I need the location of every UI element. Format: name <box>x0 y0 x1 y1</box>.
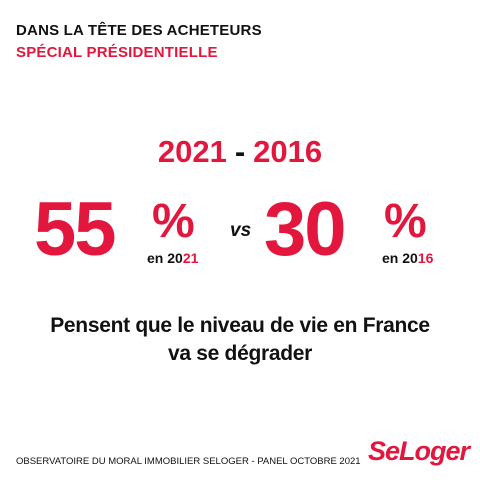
years-separator: - <box>234 134 246 169</box>
stat-2016-label-prefix: en 20 <box>382 250 418 266</box>
stat-2021-label-suffix: 21 <box>182 250 199 266</box>
statement: Pensent que le niveau de vie en France v… <box>0 312 480 368</box>
statement-line-1: Pensent que le niveau de vie en France <box>50 314 430 337</box>
source-footer: OBSERVATOIRE DU MORAL IMMOBILIER SELOGER… <box>16 456 361 467</box>
stat-2021-percent: % <box>152 195 195 248</box>
seloger-logo: SeLoger <box>368 436 470 466</box>
stat-2021-label-prefix: en 20 <box>147 250 183 266</box>
stat-2016-percent: % <box>384 195 427 248</box>
stat-2016-label: en 2016 <box>382 250 433 266</box>
versus-label: vs <box>230 220 252 241</box>
year-2016: 2016 <box>253 134 323 169</box>
stat-2021-value: 55 <box>34 187 117 272</box>
year-2021: 2021 <box>157 134 227 169</box>
stat-2021-label: en 2021 <box>147 250 198 266</box>
header-title: DANS LA TÊTE DES ACHETEURS <box>16 22 262 39</box>
years-heading: 2021-2016 <box>0 134 480 170</box>
header-subtitle: SPÉCIAL PRÉSIDENTIELLE <box>16 44 218 61</box>
stat-2016-label-suffix: 16 <box>417 250 434 266</box>
statement-line-2: va se dégrader <box>167 342 313 365</box>
stat-2016-value: 30 <box>264 187 347 272</box>
